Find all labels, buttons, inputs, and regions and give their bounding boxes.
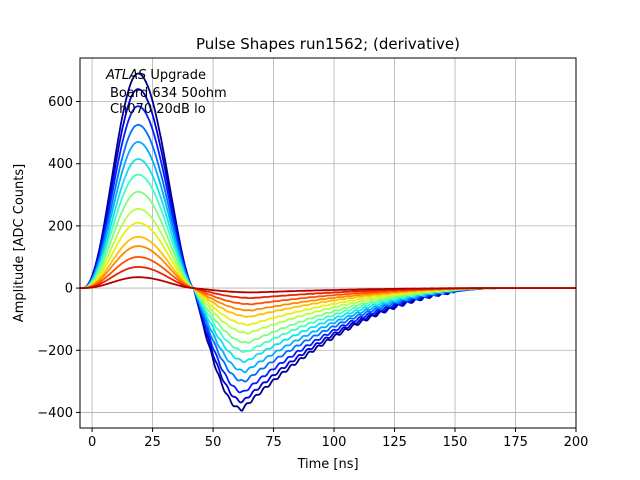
x-tick-label: 200 (564, 435, 589, 450)
x-tick-label: 175 (503, 435, 528, 450)
y-tick-label: 0 (65, 282, 73, 297)
x-tick-label: 25 (144, 435, 161, 450)
tick-layer: 0 25 50 75 100 125 150 175 200 −400 −200 0 200 400 600 (37, 95, 588, 450)
annotation-atlas: ATLAS (105, 68, 146, 83)
y-tick-label: −200 (37, 344, 73, 359)
y-tick-label: 200 (48, 219, 73, 234)
annotation-line-2: Board 634 50ohm (110, 86, 227, 101)
series-layer (80, 72, 576, 412)
y-tick-label: 400 (48, 157, 73, 172)
y-tick-label: 600 (48, 95, 73, 110)
x-tick-label: 100 (322, 435, 347, 450)
x-tick-label: 75 (265, 435, 282, 450)
x-axis-label: Time [ns] (296, 457, 358, 472)
x-tick-label: 50 (205, 435, 222, 450)
y-axis-label: Amplitude [ADC Counts] (12, 164, 27, 322)
y-tick-label: −400 (37, 406, 73, 421)
annotation-upgrade: Upgrade (146, 68, 206, 83)
x-tick-label: 0 (88, 435, 96, 450)
plot-frame (79, 57, 577, 429)
annotation-block: ATLAS Upgrade Board 634 50ohm Ch070 20dB… (105, 68, 227, 117)
x-tick-label: 150 (443, 435, 468, 450)
plot-area (80, 58, 576, 428)
series-line-pulse-15 (80, 276, 576, 294)
chart-title: Pulse Shapes run1562; (derivative) (196, 35, 460, 53)
annotation-line-1: ATLAS Upgrade (105, 68, 206, 83)
annotation-line-3: Ch070 20dB lo (110, 102, 206, 117)
x-tick-label: 125 (382, 435, 407, 450)
